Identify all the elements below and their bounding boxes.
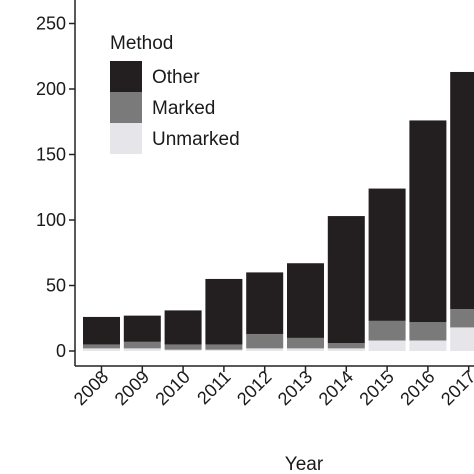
bar-segment-unmarked-2016 bbox=[409, 340, 447, 351]
x-tick-label: 2014 bbox=[315, 367, 357, 409]
bar-segment-other-2008 bbox=[83, 316, 120, 345]
bar-segment-other-2010 bbox=[164, 310, 202, 345]
bar-segment-unmarked-2012 bbox=[246, 348, 284, 351]
bar-segment-unmarked-2010 bbox=[164, 349, 202, 351]
y-axis: 0 50 100 150 200 250 bbox=[36, 0, 76, 366]
bar-segment-other-2016 bbox=[409, 120, 447, 323]
x-tick-label: 2013 bbox=[274, 367, 316, 409]
bar-segment-marked-2009 bbox=[123, 341, 161, 349]
legend-label-other: Other bbox=[152, 67, 200, 88]
x-tick-label: 2011 bbox=[193, 367, 235, 409]
legend-swatch-unmarked bbox=[110, 123, 142, 154]
bar-segment-marked-2015 bbox=[368, 320, 406, 341]
y-tick-label: 100 bbox=[36, 210, 66, 230]
bar-segment-other-2009 bbox=[123, 315, 161, 342]
bar-segment-marked-2008 bbox=[83, 344, 120, 349]
bars bbox=[83, 71, 474, 351]
x-axis-title: Year bbox=[285, 454, 324, 474]
y-tick-label: 0 bbox=[56, 341, 66, 361]
y-tick-label: 250 bbox=[36, 14, 66, 34]
bar-segment-other-2011 bbox=[205, 278, 243, 345]
legend-label-unmarked: Unmarked bbox=[152, 129, 240, 150]
bar-segment-marked-2010 bbox=[164, 344, 202, 350]
bar-segment-other-2015 bbox=[368, 188, 406, 321]
x-tick-label: 2009 bbox=[111, 367, 153, 409]
x-tick-label: 2010 bbox=[151, 367, 193, 409]
bar-segment-other-2012 bbox=[246, 272, 284, 334]
legend-swatch-other bbox=[110, 61, 142, 92]
y-tick-label: 150 bbox=[36, 145, 66, 165]
bar-segment-other-2013 bbox=[287, 263, 324, 338]
bar-segment-marked-2013 bbox=[287, 337, 324, 349]
bar-segment-unmarked-2014 bbox=[327, 348, 365, 351]
legend-title: Method bbox=[110, 33, 173, 54]
bar-segment-other-2014 bbox=[327, 216, 365, 344]
x-tick-label: 2015 bbox=[355, 367, 397, 409]
bar-segment-unmarked-2015 bbox=[368, 340, 406, 351]
legend-label-marked: Marked bbox=[152, 98, 215, 119]
x-tick-label: 2016 bbox=[396, 367, 438, 409]
y-tick-label: 200 bbox=[36, 79, 66, 99]
y-tick-label: 50 bbox=[46, 276, 66, 296]
bar-segment-other-2017 bbox=[450, 71, 474, 310]
bar-segment-unmarked-2013 bbox=[287, 348, 324, 351]
bar-segment-marked-2017 bbox=[450, 309, 474, 328]
bar-segment-marked-2012 bbox=[246, 333, 284, 349]
bar-segment-unmarked-2009 bbox=[123, 348, 161, 351]
bar-segment-marked-2011 bbox=[205, 344, 243, 350]
x-tick-label: 2012 bbox=[233, 367, 275, 409]
bar-segment-unmarked-2008 bbox=[83, 348, 120, 351]
legend: Method Other Marked Unmarked bbox=[110, 33, 240, 154]
x-tick-label: 2008 bbox=[70, 367, 112, 409]
bar-segment-unmarked-2017 bbox=[450, 327, 474, 351]
bar-segment-unmarked-2011 bbox=[205, 349, 243, 351]
x-tick-label: 2017 bbox=[437, 367, 474, 409]
legend-swatch-marked bbox=[110, 92, 142, 123]
bar-segment-marked-2016 bbox=[409, 322, 447, 341]
bar-segment-marked-2014 bbox=[327, 343, 365, 349]
